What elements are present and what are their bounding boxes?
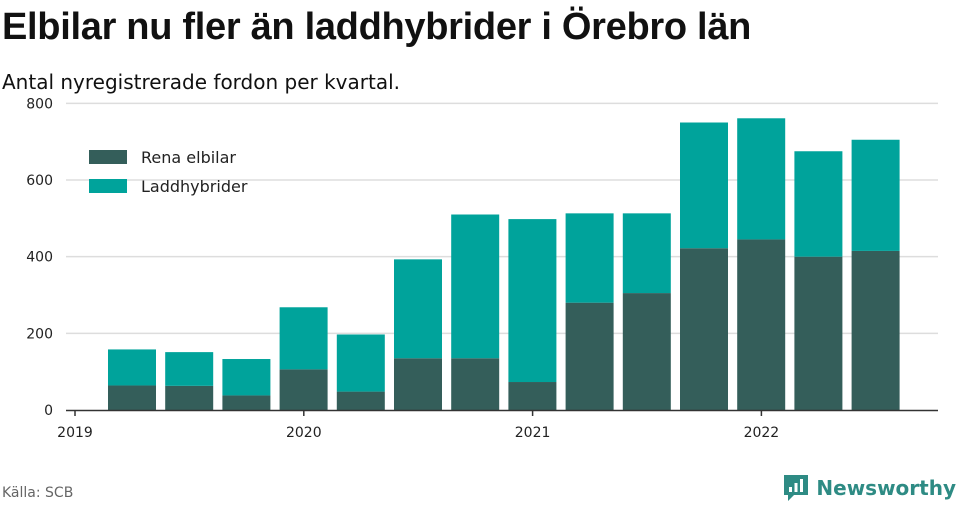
bar-rena-elbilar	[565, 302, 614, 410]
bar-laddhybrider	[165, 352, 214, 386]
bar-laddhybrider	[222, 359, 271, 396]
legend-label: Rena elbilar	[141, 148, 236, 167]
y-tick-label: 800	[26, 96, 53, 112]
bar-laddhybrider	[622, 213, 671, 294]
legend-label: Laddhybrider	[141, 177, 248, 196]
bar-laddhybrider	[508, 219, 557, 383]
chart-subtitle: Antal nyregistrerade fordon per kvartal.	[2, 70, 401, 94]
bar-laddhybrider	[565, 213, 614, 303]
bar-rena-elbilar	[165, 385, 214, 410]
x-tick-label: 2021	[515, 425, 551, 441]
source-note: Källa: SCB	[2, 485, 74, 501]
chart-title: Elbilar nu fler än laddhybrider i Örebro…	[2, 6, 752, 48]
x-axis: 2019 2020 2021 2022	[57, 409, 938, 441]
gridlines	[66, 102, 938, 335]
bar-laddhybrider	[737, 118, 786, 240]
x-tick-label: 2020	[286, 425, 322, 441]
bar-laddhybrider	[851, 139, 900, 251]
legend-swatch	[89, 150, 127, 164]
y-tick-label: 400	[26, 250, 53, 266]
bar-rena-elbilar	[851, 250, 900, 410]
bar-laddhybrider	[451, 214, 500, 359]
bar-rena-elbilar	[336, 391, 385, 410]
bar-laddhybrider	[394, 259, 442, 359]
bar-rena-elbilar	[622, 293, 671, 410]
x-tick-label: 2022	[744, 425, 780, 441]
bar-laddhybrider	[680, 122, 728, 249]
bar-laddhybrider	[108, 349, 156, 386]
brand-name: Newsworthy	[816, 476, 956, 500]
bar-laddhybrider	[336, 334, 385, 392]
bar-rena-elbilar	[279, 369, 328, 410]
y-tick-label: 600	[26, 173, 53, 189]
x-tick-label: 2019	[57, 425, 93, 441]
bar-rena-elbilar	[737, 239, 786, 410]
legend: Rena elbilar Laddhybrider	[89, 148, 248, 196]
bar-rena-elbilar	[794, 256, 843, 410]
legend-swatch	[89, 179, 127, 193]
y-tick-label: 200	[26, 326, 53, 342]
bar-rena-elbilar	[680, 248, 728, 410]
bar-chart: 2019 2020 2021 2022 0 200 400 600 800 Rena elbi…	[26, 96, 938, 441]
brand: Newsworthy	[782, 473, 956, 503]
bar-laddhybrider	[279, 307, 328, 370]
y-axis: 0 200 400 600 800	[26, 96, 53, 419]
bar-rena-elbilar	[508, 382, 557, 410]
bar-rena-elbilar	[108, 385, 156, 410]
newsworthy-logo-icon	[784, 475, 809, 501]
bars	[108, 118, 900, 410]
bar-rena-elbilar	[451, 358, 500, 410]
bar-rena-elbilar	[222, 395, 271, 410]
bar-laddhybrider	[794, 151, 843, 257]
bar-rena-elbilar	[394, 358, 442, 410]
y-tick-label: 0	[44, 403, 53, 419]
